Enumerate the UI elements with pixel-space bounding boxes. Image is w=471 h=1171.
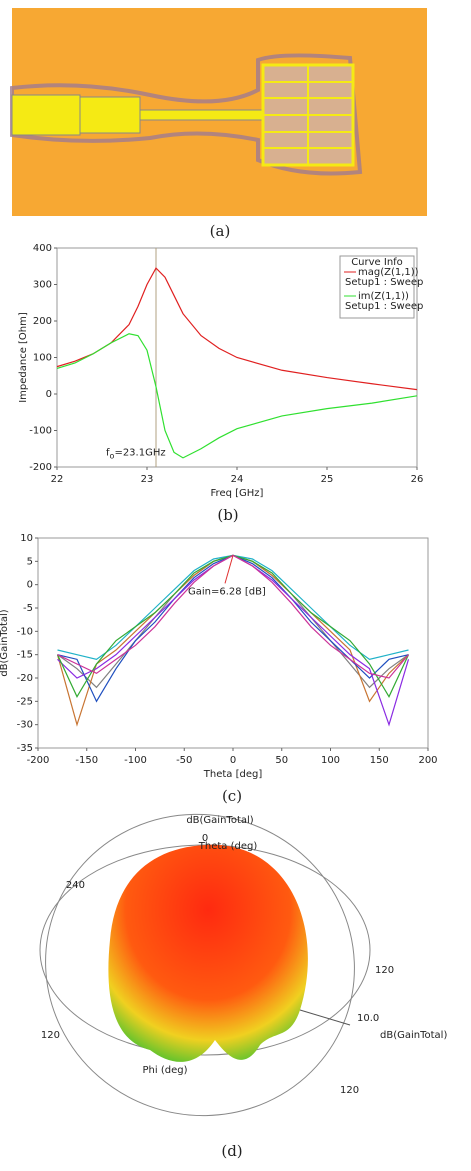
y-tick-label: -15 <box>17 650 33 661</box>
y-axis-label: Impedance [Ohm] <box>18 312 29 403</box>
series-line <box>56 554 409 727</box>
annotation: fo=23.1GHz <box>106 447 166 460</box>
pattern-label: 0 <box>202 833 208 844</box>
y-axis-label: dB(GainTotal) <box>0 609 10 676</box>
caption: (d) <box>221 1142 242 1160</box>
theta-circle <box>45 813 355 1117</box>
caption: (b) <box>217 506 238 524</box>
x-axis-label: Theta [deg] <box>203 769 263 780</box>
x-tick-label: 24 <box>231 474 244 485</box>
pattern-label: dB(GainTotal) <box>186 815 253 826</box>
y-tick-label: -20 <box>17 673 33 684</box>
y-tick-label: 5 <box>27 556 33 567</box>
annotation-arrow <box>224 555 234 584</box>
y-tick-label: -10 <box>17 626 33 637</box>
x-tick-label: 23 <box>141 474 154 485</box>
y-tick-label: -30 <box>17 720 33 731</box>
pattern-label: 120 <box>41 1030 60 1041</box>
annotation: Gain=6.28 [dB] <box>188 586 266 597</box>
caption: (c) <box>222 787 242 805</box>
series-line <box>57 554 409 660</box>
annotation-sub: o <box>110 451 115 460</box>
pattern-label: 240 <box>66 880 85 891</box>
y-tick-label: 200 <box>33 316 52 327</box>
transformer <box>79 96 141 134</box>
x-tick-label: -100 <box>124 755 147 766</box>
x-tick-label: 25 <box>321 474 334 485</box>
y-tick-label: -25 <box>17 696 33 707</box>
plot-area <box>37 537 429 749</box>
pattern-label: Phi (deg) <box>143 1065 188 1076</box>
series-line <box>56 554 410 698</box>
layout-panel <box>10 8 427 216</box>
x-tick-label: 150 <box>370 755 389 766</box>
legend-label: im(Z(1,1)) <box>358 291 409 302</box>
x-tick-label: 22 <box>51 474 64 485</box>
series-line <box>57 554 409 689</box>
pattern-label: 120 <box>375 965 394 976</box>
y-tick-label: -200 <box>29 462 52 473</box>
x-tick-label: 50 <box>275 755 288 766</box>
x-tick-label: -150 <box>75 755 98 766</box>
x-tick-label: 0 <box>230 755 236 766</box>
caption: (a) <box>210 222 231 240</box>
x-tick-label: -200 <box>27 755 50 766</box>
series-line <box>57 554 410 727</box>
legend-setup: Setup1 : Sweep <box>345 277 423 288</box>
x-tick-label: 26 <box>411 474 424 485</box>
y-tick-label: 10 <box>20 533 33 544</box>
legend-title: Curve Info <box>351 257 403 268</box>
y-tick-label: 0 <box>46 389 52 400</box>
series-line <box>56 333 418 459</box>
legend-label: mag(Z(1,1)) <box>358 267 419 278</box>
pattern-label: Theta (deg) <box>198 841 258 852</box>
pattern-label: 10.0 <box>357 1013 379 1024</box>
y-tick-label: -100 <box>29 426 52 437</box>
y-tick-label: -5 <box>23 603 33 614</box>
annotation-base: f <box>106 447 110 458</box>
x-tick-label: 100 <box>321 755 340 766</box>
pattern-3d <box>39 813 371 1117</box>
y-tick-label: 400 <box>33 243 52 254</box>
x-axis-label: Freq [GHz] <box>211 488 264 499</box>
annotation-text: =23.1GHz <box>114 447 165 458</box>
y-tick-label: 0 <box>27 580 33 591</box>
feed-line <box>11 94 81 136</box>
radiation-pattern <box>108 844 308 1062</box>
x-tick-label: 200 <box>418 755 437 766</box>
y-tick-label: -35 <box>17 743 33 754</box>
y-tick-label: 100 <box>33 353 52 364</box>
pattern-label: 120 <box>340 1085 359 1096</box>
series-line <box>57 554 409 703</box>
current-contour <box>10 53 363 176</box>
legend-box <box>339 255 415 319</box>
legend-setup: Setup1 : Sweep <box>345 301 423 312</box>
x-tick-label: -50 <box>176 755 192 766</box>
y-tick-label: 300 <box>33 280 52 291</box>
microstrip <box>139 109 264 121</box>
axis-line <box>299 1009 351 1026</box>
pattern-label: dB(GainTotal) <box>380 1030 447 1041</box>
